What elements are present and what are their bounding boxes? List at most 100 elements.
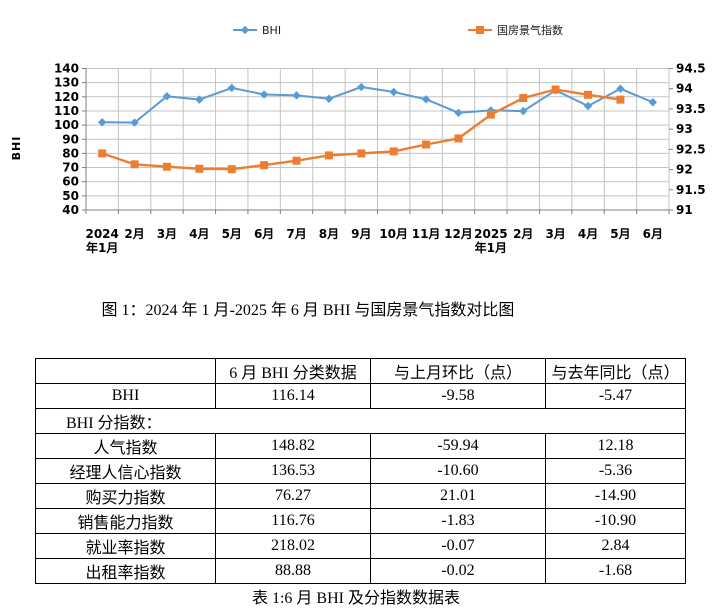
- svg-text:年1月: 年1月: [475, 240, 507, 255]
- svg-text:2025: 2025: [474, 227, 507, 241]
- data-point-marker: [584, 90, 593, 99]
- data-point-marker: [98, 149, 107, 158]
- table-value-cell: 76.27: [215, 483, 371, 509]
- data-point-marker: [292, 156, 301, 165]
- legend-marker: [476, 26, 484, 34]
- svg-text:5月: 5月: [222, 227, 242, 241]
- data-point-marker: [616, 95, 625, 104]
- svg-text:94.5: 94.5: [676, 62, 706, 76]
- axes: [82, 68, 673, 214]
- data-point-marker: [454, 108, 463, 117]
- data-point-marker: [97, 118, 107, 127]
- table-value-cell: 148.82: [215, 433, 371, 459]
- table-header-cell: 与上月环比（点）: [370, 358, 546, 384]
- table-value-cell: 116.76: [215, 508, 371, 534]
- svg-text:12月: 12月: [444, 227, 473, 241]
- table-value-cell: 12.18: [545, 433, 686, 459]
- data-point-marker: [162, 162, 171, 171]
- series-bhi: [97, 82, 658, 127]
- table-row: BHI 分指数：: [35, 408, 686, 434]
- table-value-cell: -10.60: [370, 458, 546, 484]
- svg-text:90: 90: [62, 132, 79, 146]
- data-point-marker: [648, 98, 658, 107]
- svg-text:130: 130: [54, 76, 79, 90]
- legend-marker: [240, 25, 250, 35]
- data-point-marker: [486, 110, 495, 119]
- table-header-cell: [35, 358, 216, 384]
- table-row: 经理人信心指数 136.53 -10.60 -5.36: [35, 458, 686, 484]
- table-row: 6 月 BHI 分类数据 与上月环比（点） 与去年同比（点）: [35, 358, 686, 384]
- svg-text:8月: 8月: [319, 227, 339, 241]
- table-caption: 表 1:6 月 BHI 及分指数数据表: [251, 590, 460, 607]
- table-value-cell: -0.07: [370, 533, 546, 559]
- svg-text:93.5: 93.5: [676, 102, 706, 116]
- svg-text:140: 140: [54, 62, 79, 76]
- gridlines: [86, 68, 670, 210]
- svg-text:6月: 6月: [643, 227, 663, 241]
- legend-label: BHI: [262, 24, 281, 37]
- data-point-marker: [422, 140, 431, 149]
- svg-text:91.5: 91.5: [676, 183, 706, 197]
- table-value-cell: -59.94: [370, 433, 546, 459]
- table-value-cell: 218.02: [215, 533, 371, 559]
- data-point-marker: [259, 90, 269, 99]
- svg-text:7月: 7月: [286, 227, 306, 241]
- svg-text:年1月: 年1月: [86, 240, 118, 255]
- table-value-cell: -5.47: [545, 383, 686, 409]
- table-row: 购买力指数 76.27 21.01 -14.90: [35, 483, 686, 509]
- svg-text:4月: 4月: [578, 227, 598, 241]
- svg-text:93: 93: [676, 122, 693, 136]
- svg-text:70: 70: [62, 161, 79, 175]
- data-point-marker: [227, 165, 236, 174]
- svg-text:91: 91: [676, 203, 693, 217]
- table-row: 人气指数 148.82 -59.94 12.18: [35, 433, 686, 459]
- table-value-cell: 136.53: [215, 458, 371, 484]
- table-row: 就业率指数 218.02 -0.07 2.84: [35, 533, 686, 559]
- svg-text:10月: 10月: [379, 227, 408, 241]
- data-point-marker: [195, 95, 204, 104]
- table-value-cell: -1.68: [545, 558, 686, 584]
- y-axis-title: BHI: [10, 136, 23, 161]
- table-value-cell: 88.88: [215, 558, 371, 584]
- table-row-label: 出租率指数: [35, 558, 216, 584]
- legend-item-climate-index: 国房景气指数: [468, 23, 563, 37]
- data-point-marker: [357, 82, 366, 92]
- data-point-marker: [454, 134, 463, 143]
- series-climate-index: [98, 85, 625, 174]
- data-point-marker: [389, 147, 398, 156]
- data-point-marker: [130, 160, 139, 169]
- bhi-line: [102, 86, 654, 124]
- table-value-cell: -0.02: [370, 558, 546, 584]
- data-point-marker: [551, 85, 560, 94]
- table-row: BHI 116.14 -9.58 -5.47: [35, 383, 686, 409]
- svg-text:40: 40: [62, 203, 79, 217]
- table-row-label: 销售能力指数: [35, 508, 216, 534]
- table-row: 销售能力指数 116.76 -1.83 -10.90: [35, 508, 686, 534]
- svg-text:3月: 3月: [545, 227, 565, 241]
- table-value-cell: -10.90: [545, 508, 686, 534]
- svg-text:4月: 4月: [189, 227, 209, 241]
- data-point-marker: [519, 106, 528, 116]
- table-value-cell: 116.14: [215, 383, 371, 409]
- data-point-marker: [357, 149, 366, 158]
- svg-text:120: 120: [54, 90, 79, 104]
- table-value-cell: -1.83: [370, 508, 546, 534]
- table-value-cell: -5.36: [545, 458, 686, 484]
- data-point-marker: [130, 118, 139, 127]
- data-point-marker: [324, 151, 333, 160]
- table-value-cell: -14.90: [545, 483, 686, 509]
- data-point-marker: [519, 94, 528, 103]
- svg-text:9月: 9月: [351, 227, 371, 241]
- data-point-marker: [195, 164, 204, 173]
- data-point-marker: [583, 101, 593, 111]
- legend-item-bhi: BHI: [233, 24, 281, 37]
- table-row-label: 人气指数: [35, 433, 216, 459]
- svg-text:92.5: 92.5: [676, 142, 706, 156]
- table-row-label: 购买力指数: [35, 483, 216, 509]
- table-row-label: BHI: [35, 383, 216, 409]
- svg-text:2月: 2月: [124, 227, 144, 241]
- table-value-cell: -9.58: [370, 383, 546, 409]
